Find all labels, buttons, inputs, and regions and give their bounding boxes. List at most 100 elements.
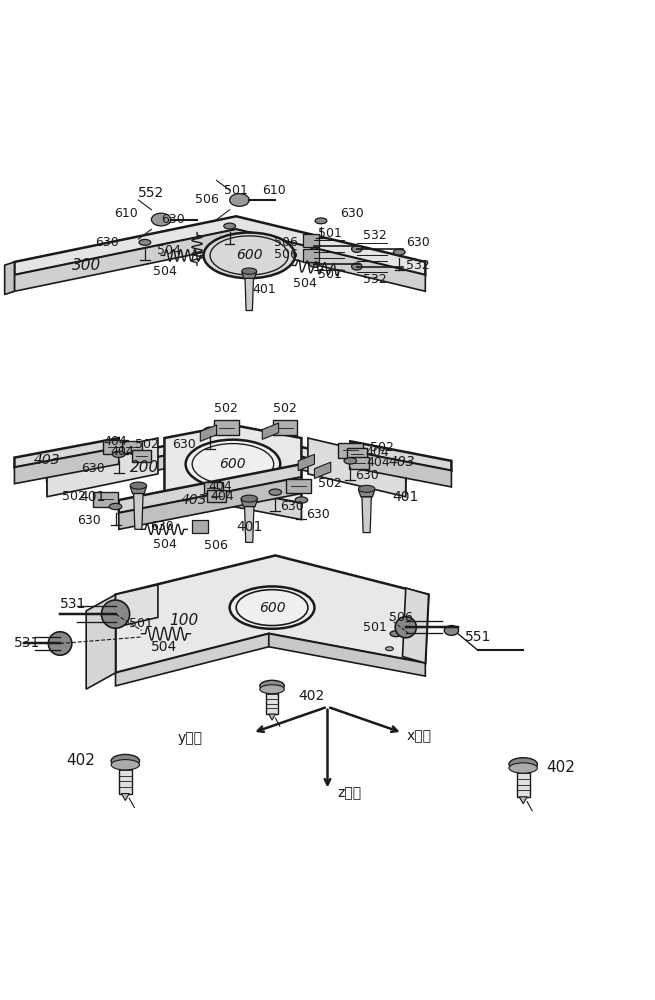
Text: 502: 502	[62, 490, 86, 503]
Ellipse shape	[260, 680, 284, 691]
Polygon shape	[272, 420, 297, 435]
Circle shape	[48, 632, 72, 655]
Polygon shape	[242, 272, 257, 278]
Text: 506: 506	[274, 248, 298, 261]
Polygon shape	[115, 585, 158, 627]
Ellipse shape	[309, 260, 320, 267]
Ellipse shape	[295, 497, 308, 503]
Polygon shape	[519, 797, 527, 804]
Text: 630: 630	[306, 508, 329, 521]
Text: 501: 501	[318, 268, 342, 281]
Text: 404: 404	[210, 490, 234, 503]
Text: 401: 401	[236, 520, 263, 534]
Text: 300: 300	[71, 258, 101, 273]
Text: 403: 403	[389, 455, 416, 469]
Polygon shape	[132, 450, 151, 462]
Text: 506: 506	[390, 611, 413, 624]
Polygon shape	[119, 761, 132, 794]
Polygon shape	[308, 438, 405, 497]
Text: 630: 630	[81, 462, 105, 475]
Text: 630: 630	[95, 236, 119, 249]
Text: 200: 200	[130, 460, 160, 475]
Circle shape	[395, 617, 417, 638]
Polygon shape	[47, 438, 158, 497]
Text: 506: 506	[195, 193, 219, 206]
Text: 502: 502	[370, 441, 394, 454]
Polygon shape	[94, 492, 118, 507]
Text: 600: 600	[236, 248, 263, 262]
Polygon shape	[314, 462, 331, 478]
Text: 404: 404	[208, 480, 232, 493]
Polygon shape	[244, 507, 254, 542]
Polygon shape	[347, 448, 367, 460]
Ellipse shape	[204, 427, 216, 433]
Text: 402: 402	[298, 689, 324, 703]
Ellipse shape	[204, 233, 295, 278]
Text: 402: 402	[66, 753, 95, 768]
Text: 504: 504	[157, 244, 181, 257]
Polygon shape	[115, 555, 428, 673]
Ellipse shape	[230, 194, 250, 206]
Polygon shape	[214, 420, 239, 435]
Polygon shape	[130, 486, 147, 493]
Polygon shape	[241, 499, 257, 507]
Polygon shape	[164, 425, 301, 503]
Polygon shape	[86, 595, 115, 689]
Polygon shape	[119, 464, 301, 513]
Polygon shape	[5, 262, 14, 295]
Polygon shape	[269, 634, 425, 676]
Ellipse shape	[113, 451, 125, 457]
Polygon shape	[286, 479, 310, 493]
Polygon shape	[121, 794, 129, 801]
Ellipse shape	[241, 495, 257, 502]
Text: 501: 501	[128, 617, 153, 630]
Ellipse shape	[352, 245, 362, 252]
Text: 531: 531	[14, 636, 41, 650]
Text: 506: 506	[274, 236, 298, 249]
Text: 501: 501	[318, 227, 342, 240]
Text: 504: 504	[153, 265, 176, 278]
Text: 630: 630	[161, 213, 185, 226]
Text: 531: 531	[60, 597, 86, 611]
Text: 600: 600	[259, 601, 286, 615]
Text: 532: 532	[364, 229, 387, 242]
Ellipse shape	[111, 754, 140, 767]
Polygon shape	[122, 441, 141, 453]
Text: 506: 506	[204, 539, 227, 552]
Ellipse shape	[509, 763, 537, 773]
Text: 404: 404	[367, 456, 390, 469]
Text: 501: 501	[224, 184, 248, 197]
Text: 401: 401	[79, 490, 105, 504]
Text: 403: 403	[181, 493, 207, 507]
Text: 630: 630	[151, 520, 174, 533]
Text: 404: 404	[103, 435, 128, 448]
Text: 630: 630	[77, 514, 102, 527]
Ellipse shape	[269, 489, 282, 495]
Ellipse shape	[386, 647, 394, 651]
Polygon shape	[204, 482, 223, 493]
Text: 402: 402	[546, 760, 575, 775]
Polygon shape	[338, 443, 363, 458]
Ellipse shape	[260, 685, 284, 694]
Ellipse shape	[315, 218, 327, 224]
Ellipse shape	[139, 239, 151, 245]
Polygon shape	[134, 493, 143, 529]
Text: 504: 504	[293, 277, 316, 290]
Text: 404: 404	[365, 446, 389, 459]
Polygon shape	[115, 634, 269, 686]
Ellipse shape	[344, 458, 356, 464]
Text: 552: 552	[138, 186, 164, 200]
Text: 610: 610	[115, 207, 138, 220]
Text: 504: 504	[151, 640, 178, 654]
Polygon shape	[349, 457, 369, 469]
Polygon shape	[207, 490, 227, 502]
Text: 502: 502	[318, 477, 342, 490]
Ellipse shape	[109, 503, 122, 510]
Polygon shape	[14, 448, 119, 484]
Ellipse shape	[358, 485, 375, 492]
Text: 403: 403	[33, 453, 60, 467]
Polygon shape	[517, 764, 530, 797]
Text: 630: 630	[341, 207, 364, 220]
Polygon shape	[262, 423, 278, 439]
Ellipse shape	[394, 249, 405, 255]
